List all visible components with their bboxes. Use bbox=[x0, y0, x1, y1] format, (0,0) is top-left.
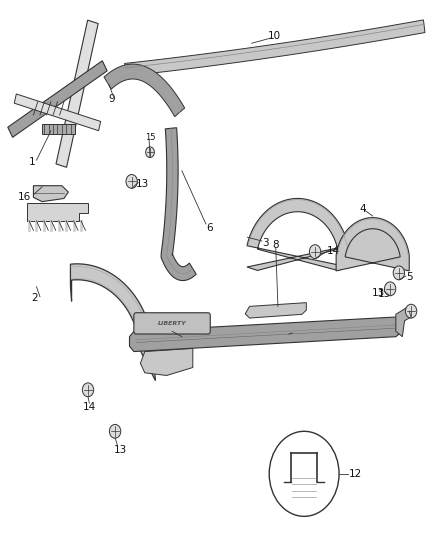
Text: 13: 13 bbox=[136, 179, 149, 189]
Polygon shape bbox=[245, 303, 306, 318]
Polygon shape bbox=[141, 349, 193, 375]
Polygon shape bbox=[336, 217, 409, 271]
Circle shape bbox=[309, 245, 321, 259]
Circle shape bbox=[406, 304, 417, 318]
FancyBboxPatch shape bbox=[134, 313, 210, 334]
Polygon shape bbox=[396, 305, 413, 337]
Text: 6: 6 bbox=[206, 223, 213, 233]
Polygon shape bbox=[8, 61, 107, 138]
Text: 9: 9 bbox=[109, 93, 115, 103]
Text: 7: 7 bbox=[182, 334, 188, 344]
Text: 11: 11 bbox=[290, 327, 303, 337]
Text: 1: 1 bbox=[29, 157, 35, 167]
Text: 14: 14 bbox=[83, 402, 96, 412]
Polygon shape bbox=[33, 185, 68, 201]
Circle shape bbox=[110, 424, 121, 438]
Circle shape bbox=[385, 282, 396, 296]
Polygon shape bbox=[161, 128, 196, 280]
Circle shape bbox=[146, 147, 154, 158]
Polygon shape bbox=[27, 203, 88, 221]
Text: 3: 3 bbox=[262, 238, 268, 247]
Text: 10: 10 bbox=[268, 31, 281, 42]
Circle shape bbox=[82, 383, 94, 397]
Text: 5: 5 bbox=[406, 272, 413, 282]
Text: 13: 13 bbox=[378, 288, 391, 298]
Text: 13: 13 bbox=[372, 287, 385, 297]
Text: 16: 16 bbox=[18, 192, 32, 203]
Polygon shape bbox=[71, 264, 155, 381]
Text: LIBERTY: LIBERTY bbox=[158, 321, 187, 326]
Polygon shape bbox=[130, 317, 403, 352]
Circle shape bbox=[126, 174, 138, 188]
Text: 15: 15 bbox=[145, 133, 155, 142]
Polygon shape bbox=[125, 20, 425, 76]
Text: 14: 14 bbox=[327, 246, 340, 255]
Text: 4: 4 bbox=[360, 204, 367, 214]
Text: 12: 12 bbox=[349, 469, 362, 479]
Circle shape bbox=[393, 266, 405, 280]
Circle shape bbox=[269, 431, 339, 516]
Bar bbox=[42, 124, 75, 134]
Text: 13: 13 bbox=[114, 445, 127, 455]
Polygon shape bbox=[56, 20, 98, 167]
Polygon shape bbox=[104, 64, 185, 117]
Polygon shape bbox=[14, 94, 101, 131]
Text: 8: 8 bbox=[272, 240, 279, 249]
Text: 2: 2 bbox=[32, 293, 38, 303]
Polygon shape bbox=[247, 198, 348, 270]
